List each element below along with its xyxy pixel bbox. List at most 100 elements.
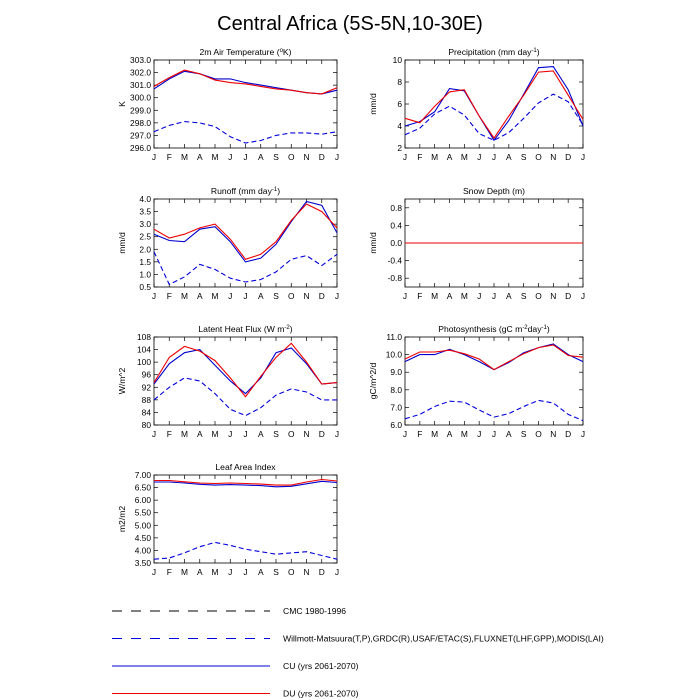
panel-title-text: Runoff (mm day [211,186,273,196]
x-tick-label: S [273,291,279,301]
y-axis-label: mm/d [117,232,127,254]
panel-title: Leaf Area Index [215,462,276,472]
x-tick-label: J [492,291,496,301]
panel-title: Snow Depth (m) [463,186,525,196]
x-tick-label: F [417,291,422,301]
plot-frame [153,474,338,564]
series-line-obs [404,93,584,141]
panel-title-suffix: ) [537,47,540,57]
y-tick-label: 100 [137,357,151,367]
y-tick-label: 5.50 [135,508,152,518]
x-tick-label: S [521,429,527,439]
legend-label: CU (yrs 2061-2070) [283,661,359,671]
y-tick-label: 0.8 [390,203,402,213]
series-line-du [153,203,338,260]
series-line-obs [153,251,338,286]
x-tick-label: J [492,152,496,162]
x-tick-label: J [403,291,407,301]
y-tick-label: 9.0 [390,367,402,377]
x-tick-label: J [243,291,247,301]
y-tick-label: 11.0 [386,332,402,342]
y-tick-label: 6 [397,99,402,109]
panel-title-suffix: K) [283,47,292,57]
series-line-cu [404,66,584,142]
y-tick-label: 4.50 [135,533,152,543]
y-tick-label: 6.50 [135,483,152,493]
y-tick-label: 299.0 [130,105,151,115]
legend-entry-cu: CU (yrs 2061-2070) [112,661,359,671]
legend-entry-obs: Willmott-Matsuura(T,P),GRDC(R),USAF/ETAC… [112,634,604,644]
x-tick-label: J [243,429,247,439]
x-tick-label: F [167,152,172,162]
x-tick-label: A [447,429,453,439]
panel-title-suffix: ) [547,324,550,334]
x-tick-label: M [461,291,468,301]
y-tick-label: 4 [397,121,402,131]
x-tick-label: M [181,429,188,439]
series-line-obs [404,399,584,422]
x-tick-label: A [447,291,453,301]
series-line-du [153,69,338,95]
y-tick-label: 80 [142,420,152,430]
legend-entry-du: DU (yrs 2061-2070) [112,689,359,699]
x-tick-label: J [243,567,247,577]
x-tick-label: A [506,291,512,301]
y-axis-label: mm/d [368,232,378,254]
x-tick-label: O [535,429,542,439]
plot-frame [153,336,338,426]
legend-label: CMC 1980-1996 [283,606,346,616]
panel-title-superscript: -2 [284,325,290,331]
x-tick-label: F [417,152,422,162]
x-tick-label: J [228,429,232,439]
y-tick-label: 303.0 [130,55,151,65]
x-tick-label: S [521,152,527,162]
plot-frame [153,198,338,288]
x-tick-label: M [461,152,468,162]
x-tick-label: F [167,567,172,577]
panel-title: Latent Heat Flux (W m-2) [198,324,292,334]
x-tick-label: S [273,152,279,162]
x-tick-label: J [477,291,481,301]
y-tick-label: 0.5 [139,282,151,292]
x-tick-label: J [477,429,481,439]
panel-title-text: Leaf Area Index [215,462,276,472]
y-tick-label: 6.00 [135,495,152,505]
legend-label: Willmott-Matsuura(T,P),GRDC(R),USAF/ETAC… [283,634,604,644]
x-tick-label: M [181,567,188,577]
x-tick-label: F [167,429,172,439]
y-tick-label: 5.00 [135,520,152,530]
y-tick-label: 84 [142,407,152,417]
x-tick-label: A [258,429,264,439]
y-tick-label: 8 [397,77,402,87]
x-tick-label: A [197,429,203,439]
y-tick-label: 96 [142,370,152,380]
x-tick-label: M [212,429,219,439]
panel-7: Leaf Area Index 3.50 4.00 4.50 5.00 5.50 6.00 6… [117,462,339,577]
y-tick-label: 300.0 [130,93,151,103]
panel-title: Photosynthesis (gC m-2day-1) [438,324,550,334]
x-tick-label: M [181,152,188,162]
x-tick-label: J [152,152,156,162]
x-tick-label: S [521,291,527,301]
series-line-obs [153,121,338,144]
plot-frame [404,336,584,426]
x-tick-label: M [212,567,219,577]
y-tick-label: 88 [142,395,152,405]
y-axis-label: mm/d [368,93,378,115]
x-tick-label: N [550,429,556,439]
x-tick-label: A [197,567,203,577]
y-tick-label: 108 [137,332,151,342]
x-tick-label: A [506,429,512,439]
y-axis-label: K [117,101,127,107]
y-axis-label: m2/m2 [117,506,127,532]
panel-title-text: 2m Air Temperature ( [199,47,279,57]
x-tick-label: M [431,152,438,162]
panel-3: Runoff (mm day-1) 0.5 1.0 1.5 2.0 2.5 3.0 3.5 4.… [117,186,339,301]
x-tick-label: J [335,429,339,439]
x-tick-label: J [335,567,339,577]
y-tick-label: 6.0 [390,420,402,430]
x-tick-label: D [565,429,571,439]
y-tick-label: 4.00 [135,545,152,555]
